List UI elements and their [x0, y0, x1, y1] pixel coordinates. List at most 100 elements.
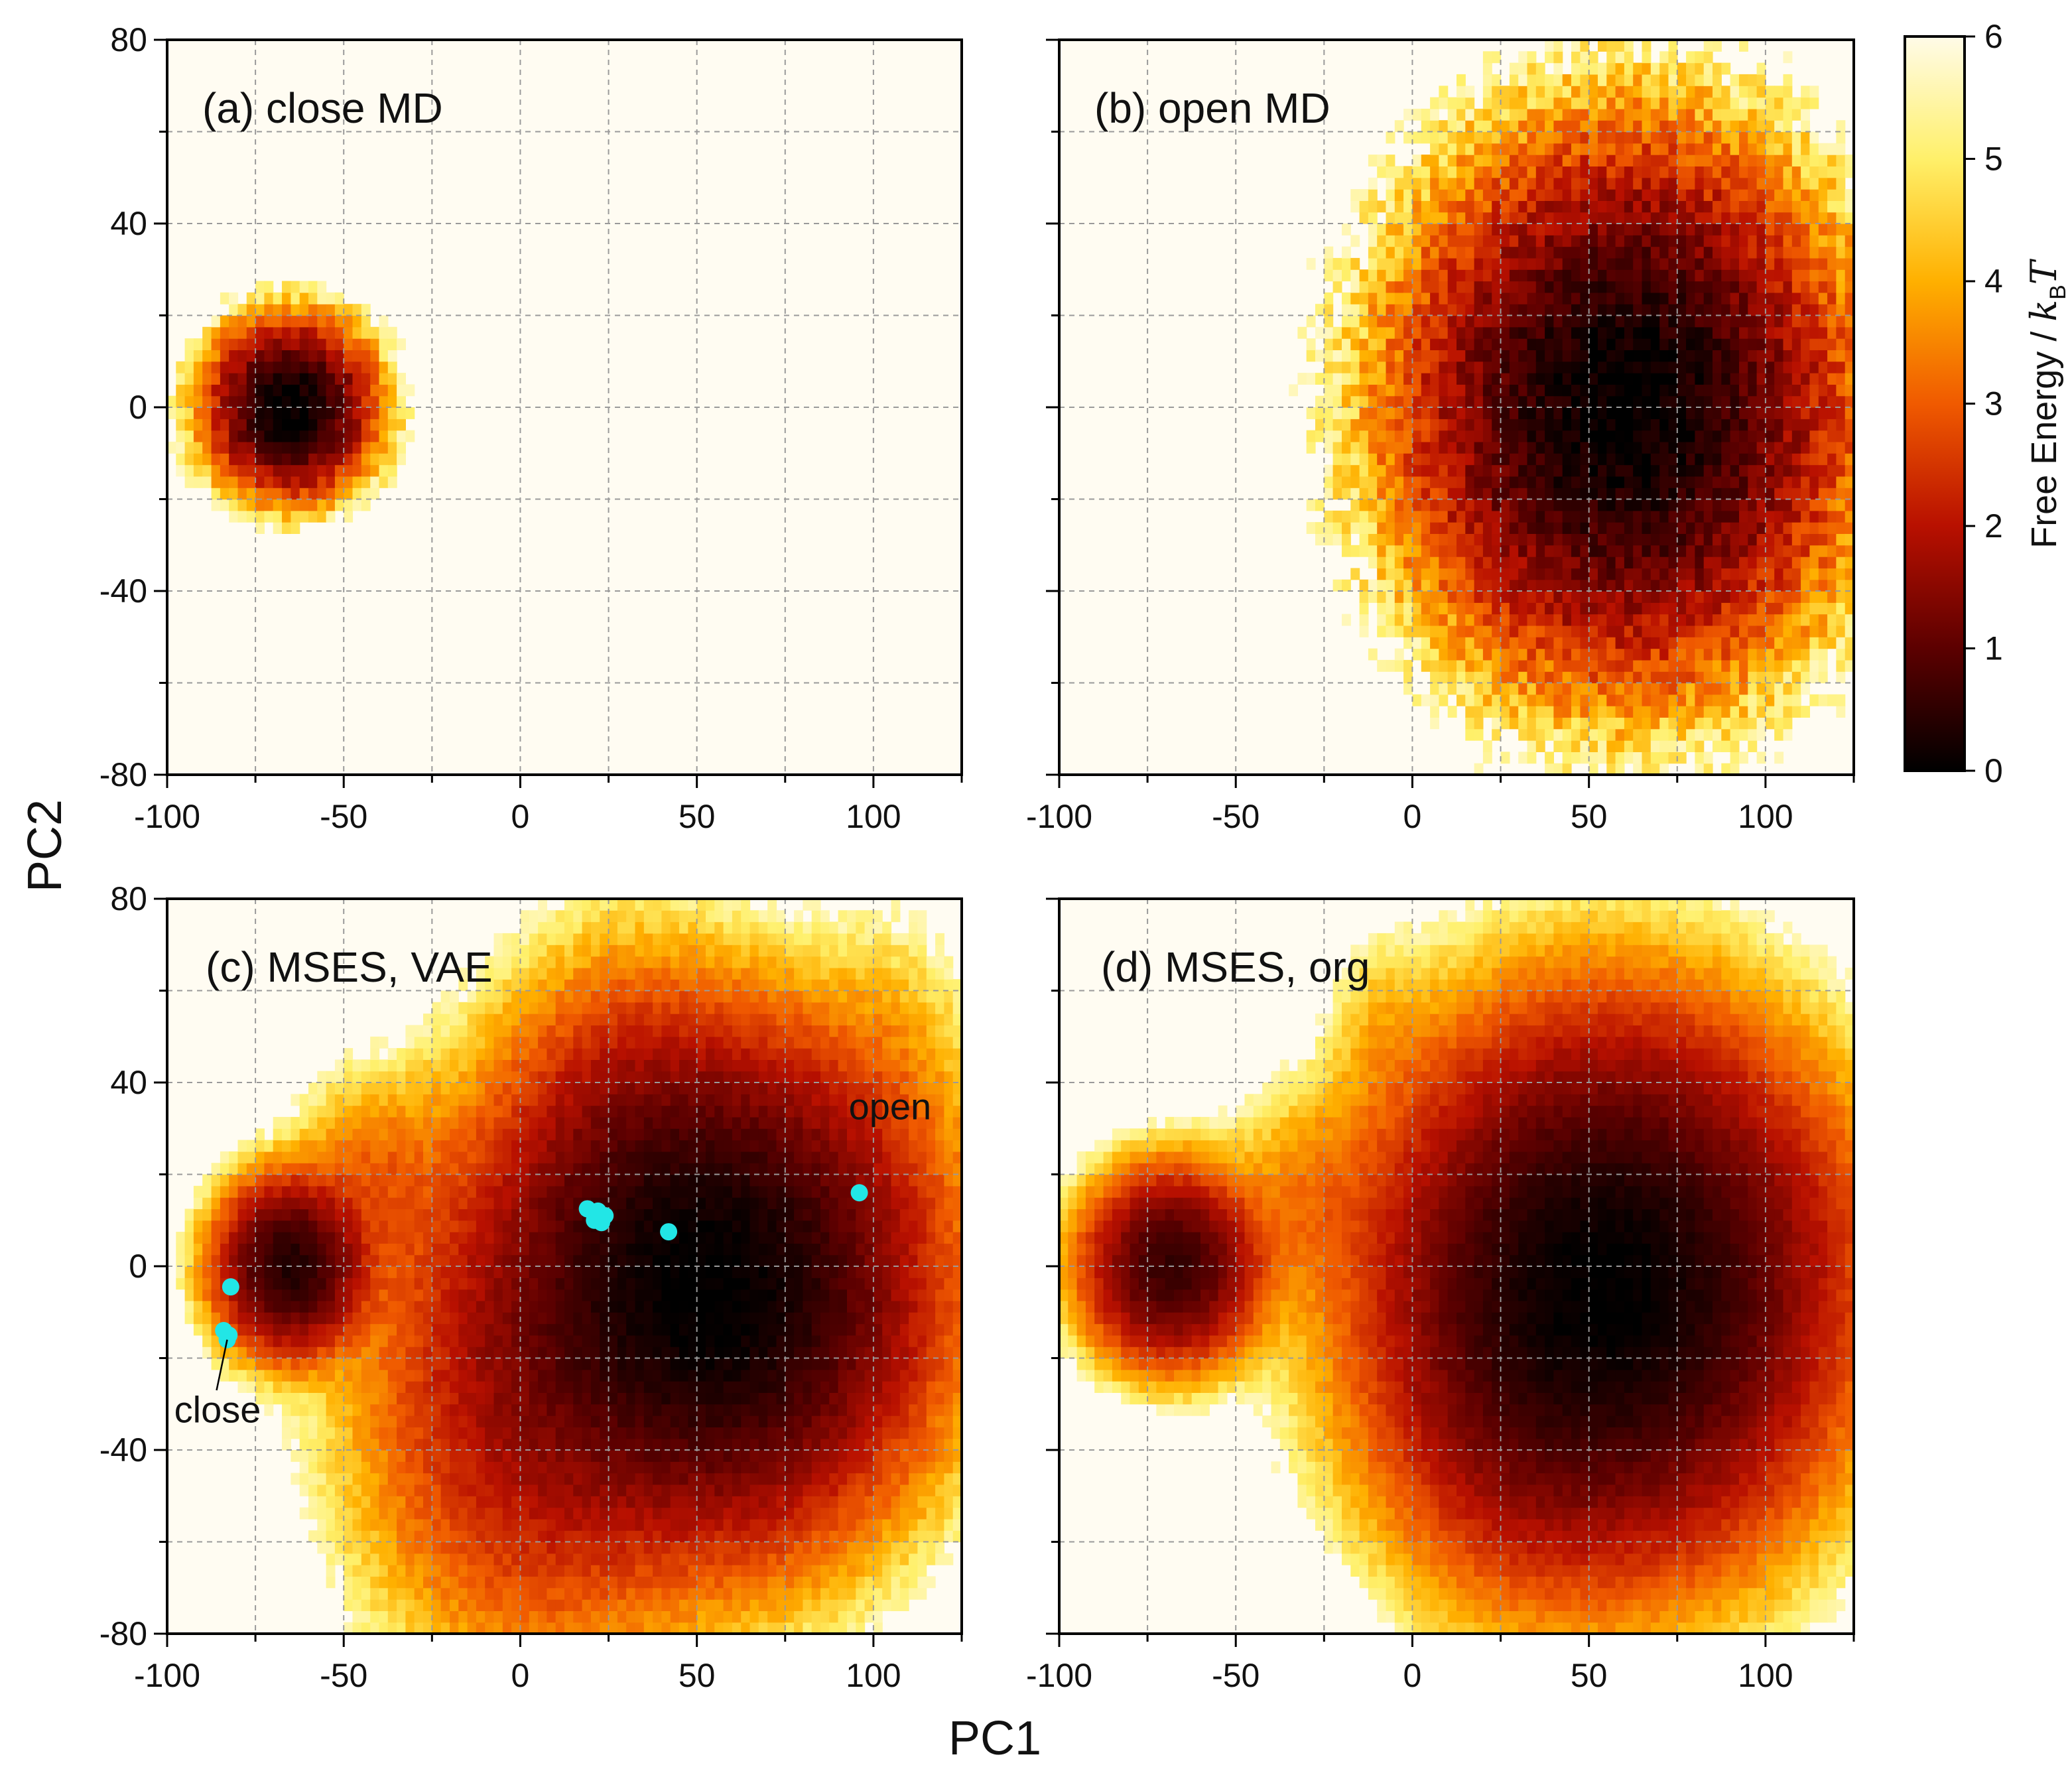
heatmap-cell: [405, 1105, 415, 1118]
heatmap-cell: [1677, 269, 1687, 282]
heatmap-cell: [1421, 694, 1431, 706]
heatmap-cell: [1818, 637, 1828, 649]
heatmap-cell: [317, 1116, 327, 1129]
x-tick-label: 50: [679, 798, 716, 835]
heatmap-cell: [1457, 143, 1466, 155]
heatmap-cell: [1836, 453, 1846, 466]
heatmap-cell: [211, 326, 221, 339]
heatmap-cell: [1756, 97, 1766, 109]
heatmap-cell: [1553, 200, 1563, 213]
heatmap-cell: [308, 1381, 318, 1393]
heatmap-cell: [1756, 648, 1766, 661]
heatmap-cell: [440, 1014, 450, 1025]
heatmap-cell: [246, 453, 256, 466]
heatmap-cell: [1482, 326, 1492, 339]
heatmap-cell: [432, 1553, 442, 1565]
heatmap-cell: [1571, 568, 1581, 580]
heatmap-cell: [1801, 292, 1810, 304]
heatmap-cell: [1518, 395, 1528, 408]
heatmap-cell: [1791, 488, 1801, 500]
heatmap-cell: [1527, 361, 1537, 373]
heatmap-cell: [379, 1404, 389, 1416]
heatmap-cell: [370, 1484, 380, 1496]
heatmap-cell: [1430, 545, 1439, 557]
heatmap-cell: [1713, 361, 1722, 373]
heatmap-cell: [1439, 694, 1449, 706]
heatmap-cell: [299, 384, 309, 397]
heatmap-cell: [361, 1071, 371, 1083]
heatmap-cell: [1545, 40, 1554, 52]
heatmap-cell: [334, 1220, 344, 1232]
heatmap-cell: [1545, 694, 1554, 706]
heatmap-cell: [1642, 212, 1651, 224]
heatmap-cell: [220, 292, 229, 304]
heatmap-cell: [1412, 108, 1422, 121]
heatmap-cell: [1482, 752, 1492, 764]
heatmap-cell: [1695, 257, 1705, 270]
heatmap-cell: [282, 1174, 291, 1187]
heatmap-cell: [1457, 683, 1466, 695]
heatmap-cell: [1509, 407, 1519, 419]
heatmap-cell: [1598, 453, 1607, 466]
heatmap-cell: [1439, 326, 1449, 339]
heatmap-cell: [1791, 441, 1801, 454]
heatmap-cell: [414, 1323, 424, 1336]
heatmap-cell: [1457, 407, 1466, 419]
heatmap-cell: [1677, 292, 1687, 304]
heatmap-cell: [361, 1346, 371, 1359]
heatmap-cell: [1783, 659, 1793, 672]
heatmap-cell: [202, 441, 212, 454]
heatmap-cell: [1580, 419, 1590, 431]
heatmap-cell: [237, 1197, 247, 1209]
heatmap-cell: [379, 1427, 389, 1439]
heatmap-cell: [1845, 510, 1854, 523]
heatmap-cell: [246, 1174, 256, 1187]
heatmap-cell: [1783, 257, 1793, 270]
heatmap-cell: [334, 1530, 344, 1543]
heatmap-cell: [1642, 120, 1651, 133]
heatmap-cell: [1686, 166, 1695, 178]
heatmap-cell: [308, 1254, 318, 1267]
heatmap-cell: [1650, 763, 1660, 775]
heatmap-cell: [291, 1300, 300, 1313]
heatmap-cell: [308, 1473, 318, 1485]
heatmap-cell: [255, 430, 265, 442]
heatmap-cell: [1545, 579, 1554, 592]
heatmap-cell: [1412, 430, 1422, 442]
heatmap-cell: [1827, 637, 1837, 649]
heatmap-cell: [1553, 659, 1563, 672]
heatmap-cell: [1439, 637, 1449, 649]
heatmap-cell: [1791, 545, 1801, 557]
heatmap-cell: [1668, 326, 1678, 339]
heatmap-cell: [273, 1209, 283, 1221]
heatmap-cell: [361, 1622, 371, 1634]
heatmap-cell: [1721, 522, 1731, 534]
heatmap-cell: [1713, 315, 1722, 328]
heatmap-cell: [405, 430, 415, 442]
heatmap-cell: [387, 1323, 397, 1336]
heatmap-cell: [1713, 200, 1722, 213]
heatmap-cell: [1545, 361, 1554, 373]
heatmap-cell: [1598, 441, 1607, 454]
heatmap-cell: [1686, 155, 1695, 166]
heatmap-cell: [1801, 361, 1810, 373]
heatmap-cell: [1580, 522, 1590, 534]
heatmap-cell: [370, 419, 380, 431]
heatmap-cell: [1686, 728, 1695, 741]
heatmap-cell: [1748, 453, 1758, 466]
heatmap-cell: [1359, 464, 1369, 477]
heatmap-cell: [1403, 108, 1413, 121]
heatmap-cell: [1553, 246, 1563, 259]
heatmap-cell: [1306, 430, 1316, 442]
heatmap-cell: [1474, 326, 1484, 339]
heatmap-cell: [1695, 200, 1705, 213]
heatmap-cell: [1739, 579, 1748, 592]
heatmap-cell: [237, 338, 247, 350]
heatmap-cell: [299, 361, 309, 373]
heatmap-cell: [1492, 568, 1502, 580]
heatmap-cell: [334, 1071, 344, 1083]
heatmap-cell: [1695, 269, 1705, 282]
heatmap-cell: [450, 1565, 459, 1577]
heatmap-cell: [326, 1484, 336, 1496]
